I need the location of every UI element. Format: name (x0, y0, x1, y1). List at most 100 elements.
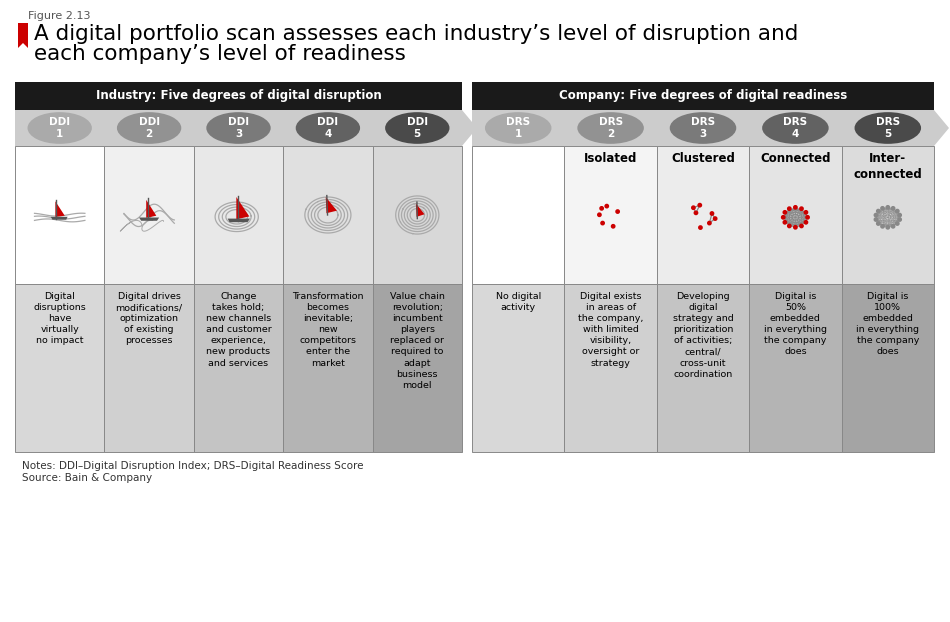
Polygon shape (50, 217, 67, 220)
Circle shape (698, 225, 703, 230)
Bar (372, 284, 462, 452)
Circle shape (895, 221, 900, 226)
Ellipse shape (484, 112, 551, 144)
Polygon shape (462, 110, 477, 146)
Circle shape (783, 210, 788, 215)
Bar (472, 110, 934, 146)
Circle shape (787, 207, 791, 211)
Text: DRS
5: DRS 5 (876, 117, 900, 139)
Text: Digital exists
in areas of
the company,
with limited
visibility,
oversight or
st: Digital exists in areas of the company, … (578, 292, 643, 368)
Text: DDI
5: DDI 5 (407, 117, 428, 139)
Polygon shape (228, 218, 250, 222)
Bar (283, 146, 372, 284)
Circle shape (604, 204, 609, 208)
Text: DDI
1: DDI 1 (49, 117, 70, 139)
Bar (564, 146, 656, 284)
Text: Source: Bain & Company: Source: Bain & Company (22, 473, 152, 483)
Bar (372, 146, 462, 284)
Circle shape (897, 217, 902, 222)
Polygon shape (55, 202, 65, 217)
Circle shape (787, 223, 791, 228)
Text: Transformation
becomes
inevitable;
new
competitors
enter the
market: Transformation becomes inevitable; new c… (293, 292, 364, 368)
Text: Change
takes hold;
new channels
and customer
experience,
new products
and servic: Change takes hold; new channels and cust… (205, 292, 272, 368)
Bar (15, 284, 104, 452)
Ellipse shape (855, 112, 922, 144)
Circle shape (783, 220, 788, 225)
Circle shape (793, 225, 798, 230)
Text: Digital
disruptions
have
virtually
no impact: Digital disruptions have virtually no im… (33, 292, 86, 345)
Bar (656, 146, 750, 284)
Circle shape (897, 213, 902, 218)
Text: Digital is
100%
embedded
in everything
the company
does: Digital is 100% embedded in everything t… (856, 292, 920, 356)
Text: Isolated: Isolated (584, 152, 637, 165)
Circle shape (691, 205, 695, 210)
Circle shape (804, 210, 808, 215)
Text: Industry: Five degrees of digital disruption: Industry: Five degrees of digital disrup… (96, 90, 381, 103)
Bar (750, 284, 842, 452)
Circle shape (616, 209, 620, 214)
Text: DRS
3: DRS 3 (691, 117, 715, 139)
Text: Notes: DDI–Digital Disruption Index; DRS–Digital Readiness Score: Notes: DDI–Digital Disruption Index; DRS… (22, 461, 364, 471)
Text: Company: Five degrees of digital readiness: Company: Five degrees of digital readine… (559, 90, 847, 103)
Polygon shape (326, 197, 337, 213)
Circle shape (880, 206, 884, 211)
Circle shape (891, 206, 896, 211)
Text: DRS
1: DRS 1 (506, 117, 530, 139)
Text: Developing
digital
strategy and
prioritization
of activities;
central/
cross-uni: Developing digital strategy and prioriti… (673, 292, 733, 379)
Circle shape (600, 221, 605, 226)
Circle shape (597, 212, 601, 217)
Bar (564, 284, 656, 452)
Bar (472, 284, 564, 452)
Bar (842, 146, 934, 284)
Circle shape (599, 206, 604, 211)
Circle shape (806, 215, 810, 220)
Text: DRS
4: DRS 4 (784, 117, 808, 139)
Bar (15, 110, 462, 146)
Bar (472, 82, 934, 110)
Ellipse shape (206, 112, 271, 144)
Text: DDI
3: DDI 3 (228, 117, 249, 139)
Polygon shape (139, 218, 160, 221)
Text: each company’s level of readiness: each company’s level of readiness (34, 44, 406, 64)
Bar (104, 146, 194, 284)
Text: Clustered: Clustered (671, 152, 735, 165)
Ellipse shape (295, 112, 360, 144)
Text: Inter-
connected: Inter- connected (853, 152, 922, 181)
Circle shape (710, 211, 714, 216)
Ellipse shape (670, 112, 736, 144)
Polygon shape (237, 197, 249, 220)
Polygon shape (18, 23, 28, 48)
Bar (283, 284, 372, 452)
Circle shape (799, 207, 804, 211)
Text: No digital
activity: No digital activity (496, 292, 541, 312)
Circle shape (880, 224, 884, 229)
Circle shape (895, 209, 900, 213)
Circle shape (799, 223, 804, 228)
Text: Digital is
50%
embedded
in everything
the company
does: Digital is 50% embedded in everything th… (764, 292, 826, 356)
Bar (842, 284, 934, 452)
Circle shape (876, 209, 881, 213)
Circle shape (891, 224, 896, 229)
Text: DDI
4: DDI 4 (317, 117, 338, 139)
Text: DDI
2: DDI 2 (139, 117, 160, 139)
Text: Figure 2.13: Figure 2.13 (28, 11, 90, 21)
Text: Connected: Connected (760, 152, 830, 165)
Circle shape (611, 224, 616, 229)
Text: Value chain
revolution;
incumbent
players
replaced or
required to
adapt
business: Value chain revolution; incumbent player… (390, 292, 445, 390)
Ellipse shape (385, 112, 449, 144)
Ellipse shape (762, 112, 828, 144)
Bar (472, 146, 564, 284)
Circle shape (793, 205, 798, 210)
Ellipse shape (117, 112, 181, 144)
Text: A digital portfolio scan assesses each industry’s level of disruption and: A digital portfolio scan assesses each i… (34, 24, 798, 44)
Circle shape (707, 221, 712, 226)
Bar (104, 284, 194, 452)
Ellipse shape (578, 112, 644, 144)
Bar (750, 146, 842, 284)
Circle shape (874, 213, 879, 218)
Circle shape (885, 205, 890, 210)
Bar (15, 82, 462, 110)
Circle shape (804, 220, 808, 225)
Circle shape (694, 210, 698, 215)
Polygon shape (416, 203, 425, 217)
